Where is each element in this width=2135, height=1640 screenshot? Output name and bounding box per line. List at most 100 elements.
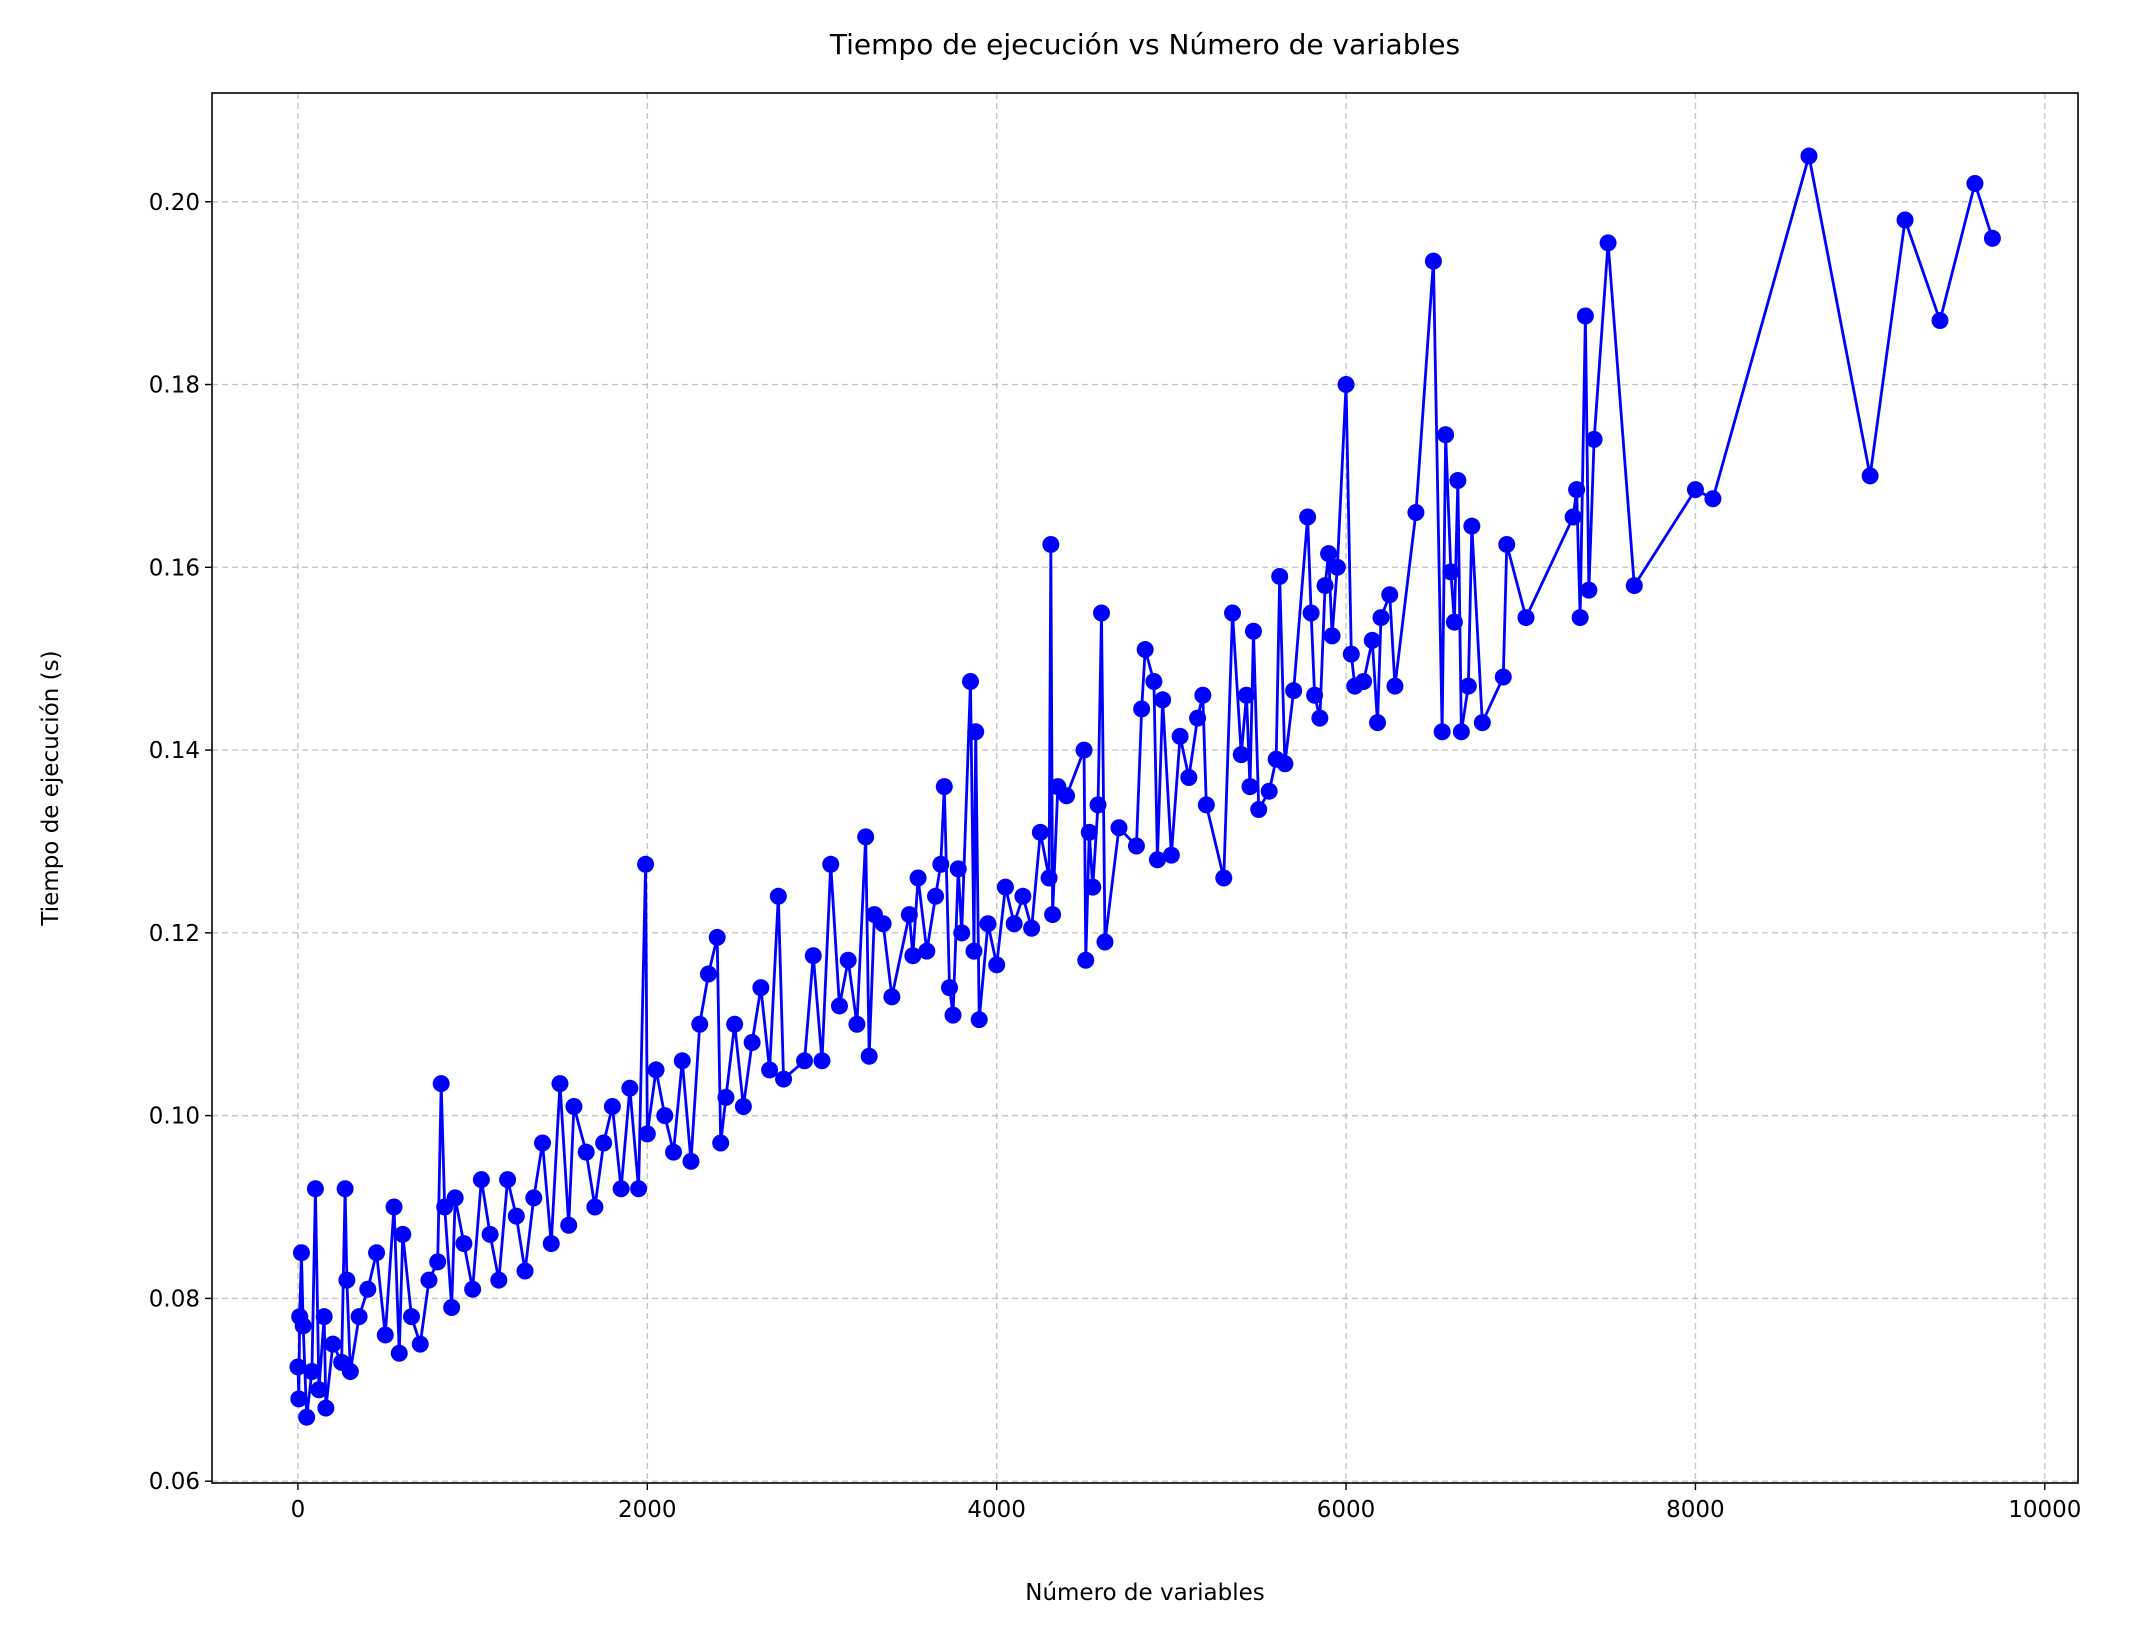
data-point bbox=[1452, 723, 1470, 741]
data-point bbox=[935, 778, 953, 796]
data-point bbox=[560, 1216, 578, 1234]
data-point bbox=[1224, 604, 1242, 622]
data-point bbox=[1145, 673, 1163, 691]
data-point bbox=[1089, 796, 1107, 814]
data-point bbox=[481, 1225, 499, 1243]
data-point bbox=[534, 1134, 552, 1152]
data-point bbox=[775, 1070, 793, 1088]
data-point bbox=[292, 1244, 310, 1262]
data-point bbox=[1337, 376, 1355, 394]
data-point bbox=[743, 1034, 761, 1052]
data-point bbox=[432, 1075, 450, 1093]
data-point bbox=[499, 1171, 517, 1189]
data-point bbox=[1306, 686, 1324, 704]
data-point bbox=[1800, 147, 1818, 165]
data-point bbox=[941, 979, 959, 997]
data-point bbox=[673, 1052, 691, 1070]
data-point bbox=[1197, 796, 1215, 814]
data-point bbox=[1861, 467, 1879, 485]
data-point bbox=[290, 1390, 308, 1408]
y-tick-label: 0.16 bbox=[149, 555, 200, 581]
data-point bbox=[1355, 673, 1373, 691]
data-point bbox=[1983, 229, 2001, 247]
data-point bbox=[857, 828, 875, 846]
data-point bbox=[699, 965, 717, 983]
data-point bbox=[1445, 613, 1463, 631]
data-point bbox=[443, 1299, 461, 1317]
data-point bbox=[944, 1006, 962, 1024]
data-point bbox=[1704, 490, 1722, 508]
y-tick-label: 0.14 bbox=[149, 738, 200, 764]
data-point bbox=[1093, 604, 1111, 622]
data-point bbox=[665, 1143, 683, 1161]
data-point bbox=[1442, 563, 1460, 581]
data-point bbox=[708, 928, 726, 946]
data-point bbox=[1023, 919, 1041, 937]
data-point bbox=[1162, 846, 1180, 864]
data-point bbox=[1237, 686, 1255, 704]
data-point bbox=[860, 1047, 878, 1065]
data-point bbox=[717, 1088, 735, 1106]
data-point bbox=[848, 1015, 866, 1033]
data-point bbox=[472, 1171, 490, 1189]
data-point bbox=[542, 1235, 560, 1253]
data-point bbox=[970, 1011, 988, 1029]
data-point bbox=[1686, 481, 1704, 499]
data-point bbox=[965, 942, 983, 960]
data-point bbox=[712, 1134, 730, 1152]
data-point bbox=[1171, 727, 1189, 745]
data-point bbox=[303, 1363, 321, 1381]
data-point bbox=[455, 1235, 473, 1253]
data-point bbox=[294, 1317, 312, 1335]
data-point bbox=[900, 906, 918, 924]
data-point bbox=[1299, 508, 1317, 526]
data-point bbox=[1372, 609, 1390, 627]
data-point bbox=[350, 1308, 368, 1326]
data-point bbox=[979, 915, 997, 933]
data-point bbox=[1276, 755, 1294, 773]
data-point bbox=[918, 942, 936, 960]
data-point bbox=[1407, 503, 1425, 521]
data-point bbox=[752, 979, 770, 997]
data-point bbox=[822, 855, 840, 873]
data-point bbox=[769, 887, 787, 905]
data-point bbox=[761, 1061, 779, 1079]
data-point bbox=[1580, 581, 1598, 599]
data-point bbox=[874, 915, 892, 933]
data-point bbox=[586, 1198, 604, 1216]
data-point bbox=[1568, 481, 1586, 499]
data-point bbox=[1058, 787, 1076, 805]
data-point bbox=[1244, 622, 1262, 640]
data-point bbox=[1320, 545, 1338, 563]
data-point bbox=[551, 1075, 569, 1093]
y-tick-label: 0.12 bbox=[149, 921, 200, 947]
data-point bbox=[446, 1189, 464, 1207]
data-point bbox=[338, 1271, 356, 1289]
data-point bbox=[630, 1180, 648, 1198]
data-point bbox=[726, 1015, 744, 1033]
data-point bbox=[390, 1344, 408, 1362]
data-point bbox=[595, 1134, 613, 1152]
data-point bbox=[1498, 535, 1516, 553]
data-point bbox=[1133, 700, 1151, 718]
data-point bbox=[1369, 714, 1387, 732]
data-point bbox=[1241, 778, 1259, 796]
data-point bbox=[1148, 851, 1166, 869]
x-tick-label: 0 bbox=[291, 1497, 306, 1523]
y-tick-label: 0.08 bbox=[149, 1286, 200, 1312]
data-point bbox=[1077, 951, 1095, 969]
data-point bbox=[1363, 631, 1381, 649]
data-point bbox=[1966, 174, 1984, 192]
data-point bbox=[1080, 823, 1098, 841]
data-point bbox=[1042, 535, 1060, 553]
data-point bbox=[1494, 668, 1512, 686]
data-point bbox=[1517, 609, 1535, 627]
data-point bbox=[1180, 768, 1198, 786]
data-point bbox=[1014, 887, 1032, 905]
x-axis-label: Número de variables bbox=[1025, 1580, 1265, 1606]
data-point bbox=[359, 1280, 377, 1298]
data-point bbox=[324, 1335, 342, 1353]
data-point bbox=[1571, 609, 1589, 627]
data-point bbox=[621, 1079, 639, 1097]
